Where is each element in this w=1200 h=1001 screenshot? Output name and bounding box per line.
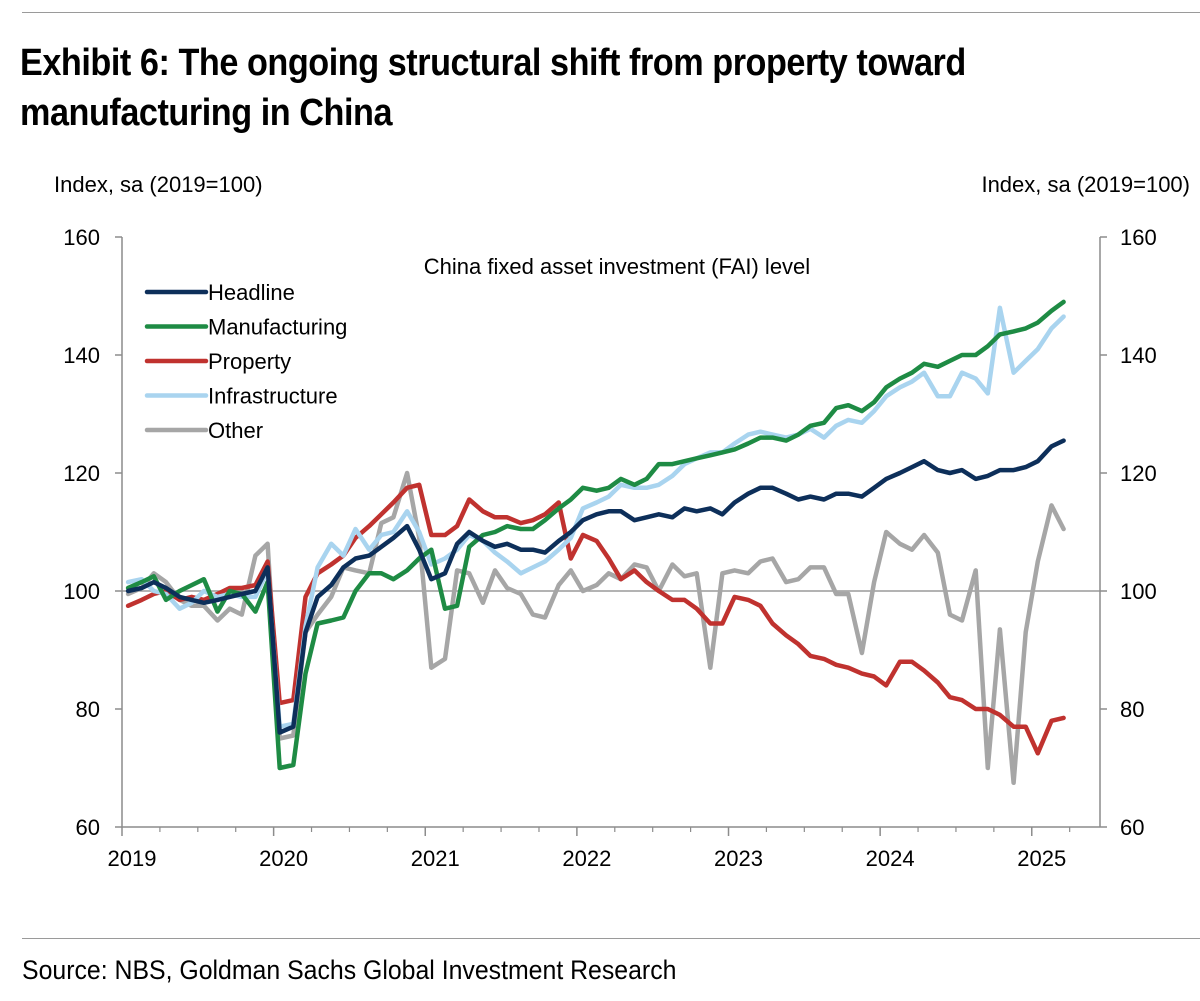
y-axis-label-left: Index, sa (2019=100) [54, 172, 263, 197]
x-tick-label: 2023 [714, 846, 763, 871]
y-tick-label-left: 80 [76, 697, 100, 722]
chart-title: China fixed asset investment (FAI) level [424, 254, 810, 279]
page-title: Exhibit 6: The ongoing structural shift … [20, 42, 966, 134]
y-axis-label-right: Index, sa (2019=100) [981, 172, 1190, 197]
y-tick-label-right: 100 [1120, 579, 1157, 604]
y-tick-label-right: 80 [1120, 697, 1144, 722]
legend-label: Property [208, 349, 291, 374]
y-tick-label-right: 120 [1120, 461, 1157, 486]
x-tick-label: 2025 [1017, 846, 1066, 871]
top-rule [22, 12, 1200, 13]
series-line-infrastructure [125, 305, 1066, 729]
y-tick-label-right: 140 [1120, 343, 1157, 368]
source-note: Source: NBS, Goldman Sachs Global Invest… [22, 955, 677, 985]
series-line-other [125, 470, 1066, 786]
fai-line-chart: 60 60 80 80 100 100 120 120 140 140 160 160 2019 2020… [54, 172, 1190, 871]
series-line-property [125, 482, 1066, 756]
legend-label: Headline [208, 280, 295, 305]
y-tick-label-right: 160 [1120, 225, 1157, 250]
series-line-manufacturing [125, 299, 1066, 771]
y-tick-label-left: 60 [76, 815, 100, 840]
bottom-rule [22, 938, 1200, 939]
x-tick-label: 2020 [259, 846, 308, 871]
y-tick-label-left: 140 [63, 343, 100, 368]
x-tick-label: 2021 [411, 846, 460, 871]
y-tick-label-left: 100 [63, 579, 100, 604]
legend-label: Other [208, 418, 263, 443]
y-tick-label-left: 120 [63, 461, 100, 486]
series-line-headline [125, 438, 1066, 735]
x-tick-label: 2019 [108, 846, 157, 871]
y-tick-label-right: 60 [1120, 815, 1144, 840]
x-tick-label: 2022 [562, 846, 611, 871]
x-tick-label: 2024 [866, 846, 915, 871]
y-tick-label-left: 160 [63, 225, 100, 250]
legend-label: Infrastructure [208, 384, 338, 409]
legend-label: Manufacturing [208, 315, 347, 340]
